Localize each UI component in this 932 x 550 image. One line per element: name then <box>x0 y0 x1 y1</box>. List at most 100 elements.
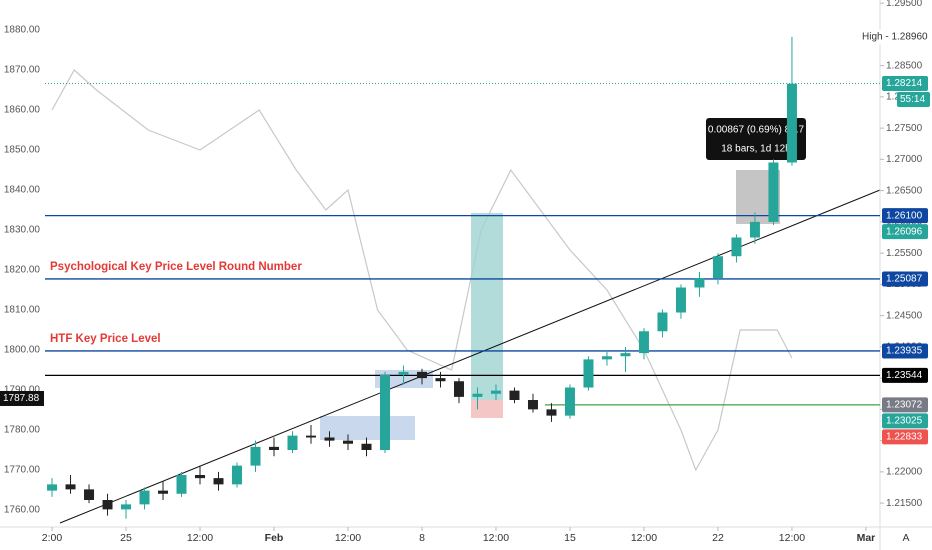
x-tick-label: 15 <box>564 532 576 544</box>
measure-text: 18 bars, 1d 12h <box>721 144 791 155</box>
countdown-label: 55:14 <box>900 94 925 105</box>
axis-mode: A <box>902 532 909 544</box>
candle-body <box>361 443 372 450</box>
x-tick-label: 12:00 <box>631 532 657 544</box>
y-tick-label: 1.22000 <box>886 467 923 478</box>
annotation: Psychological Key Price Level Round Numb… <box>50 261 302 273</box>
price-tag-label: 1.25087 <box>886 274 923 285</box>
candle-body <box>102 500 113 510</box>
y-tick-label: 1.24500 <box>886 310 923 321</box>
y2-tag-label: 1787.88 <box>3 393 40 404</box>
candle-body <box>620 353 631 357</box>
candle-body <box>84 489 95 500</box>
price-tag <box>882 367 928 383</box>
y2-tick-label: 1790.00 <box>4 385 41 396</box>
candle-body <box>47 484 58 491</box>
y2-tick-label: 1860.00 <box>4 105 41 116</box>
y-tick-label: 1.29500 <box>886 0 923 9</box>
candle-body <box>768 162 779 222</box>
countdown-tag <box>897 92 930 107</box>
price-tag <box>882 343 928 359</box>
candle-body <box>601 356 612 360</box>
price-tag <box>882 224 928 240</box>
x-tick-label: Mar <box>857 532 876 544</box>
price-tag-label: High - 1.28960 <box>862 32 928 43</box>
candle-body <box>269 446 280 450</box>
candle-body <box>490 390 501 394</box>
zone-box <box>320 416 415 440</box>
candle-body <box>564 387 575 416</box>
y2-tick-label: 1840.00 <box>4 185 41 196</box>
y-tick-label: 1.26500 <box>886 185 923 196</box>
candle-body <box>435 378 446 382</box>
price-tag <box>882 271 928 287</box>
y-tick-label: 1.28500 <box>886 60 923 71</box>
y2-tick-label: 1810.00 <box>4 305 41 316</box>
y2-tick-label: 1850.00 <box>4 145 41 156</box>
y-tick-label: 1.27000 <box>886 154 923 165</box>
candle-body <box>472 393 483 397</box>
candle-body <box>694 278 705 288</box>
candle-body <box>306 435 317 438</box>
candle-body <box>731 237 742 257</box>
candle-body <box>546 409 557 416</box>
price-tag-label: 1.26100 <box>886 210 923 221</box>
price-tag <box>882 208 928 224</box>
y2-tick-label: 1800.00 <box>4 345 41 356</box>
candle-body <box>287 435 298 450</box>
candle-body <box>398 371 409 375</box>
overlay-line <box>51 69 793 472</box>
candle-body <box>139 490 150 505</box>
y2-tick-label: 1820.00 <box>4 265 41 276</box>
candle-body <box>213 478 224 485</box>
price-tag <box>882 429 928 445</box>
target-zone <box>471 213 503 400</box>
candle-body <box>176 475 187 494</box>
price-tag <box>858 29 930 45</box>
candle-body <box>453 381 464 397</box>
candle-body <box>121 504 132 510</box>
annotation: HTF Key Price Level <box>50 333 161 345</box>
candle-body <box>158 490 169 494</box>
x-tick-label: 12:00 <box>335 532 361 544</box>
stop-zone <box>471 400 503 418</box>
trend-line <box>59 189 881 524</box>
candle-body <box>749 221 760 238</box>
candle-body <box>195 475 206 479</box>
x-tick-label: 12:00 <box>483 532 509 544</box>
price-tag-label: 1.23935 <box>886 346 923 357</box>
price-tag-label: 1.28214 <box>886 78 923 89</box>
y-tick-label: 1.25500 <box>886 248 923 259</box>
y-tick-label: 1.21500 <box>886 498 923 509</box>
candle-body <box>583 359 594 388</box>
price-tag-label: 1.23025 <box>886 416 923 427</box>
candle-body <box>342 440 353 444</box>
price-tag-label: 1.26096 <box>886 226 923 237</box>
y2-tick-label: 1870.00 <box>4 65 41 76</box>
y2-tick-label: 1760.00 <box>4 505 41 516</box>
candle-body <box>232 465 243 485</box>
x-tick-label: 12:00 <box>187 532 213 544</box>
price-tag-label: 1.23072 <box>886 400 923 411</box>
price-tag <box>882 397 928 413</box>
candle-body <box>416 371 427 379</box>
y2-tick-label: 1780.00 <box>4 425 41 436</box>
y2-tick-label: 1880.00 <box>4 25 41 36</box>
y2-tick-label: 1830.00 <box>4 225 41 236</box>
candle-body <box>675 287 686 313</box>
measure-tooltip <box>706 118 806 160</box>
price-tag <box>882 413 928 429</box>
measure-text: 0.00867 (0.69%) 86.7 <box>708 125 805 136</box>
candle-body <box>527 400 538 410</box>
x-tick-label: 25 <box>120 532 132 544</box>
price-tag-label: 1.22833 <box>886 432 923 443</box>
candle-body <box>65 484 76 490</box>
candle-body <box>509 390 520 400</box>
y2-tick-label: 1770.00 <box>4 465 41 476</box>
candle-body <box>786 83 797 163</box>
price-tag <box>882 76 928 91</box>
y2-tag <box>0 390 44 406</box>
x-tick-label: 22 <box>712 532 724 544</box>
x-tick-label: Feb <box>265 532 284 544</box>
